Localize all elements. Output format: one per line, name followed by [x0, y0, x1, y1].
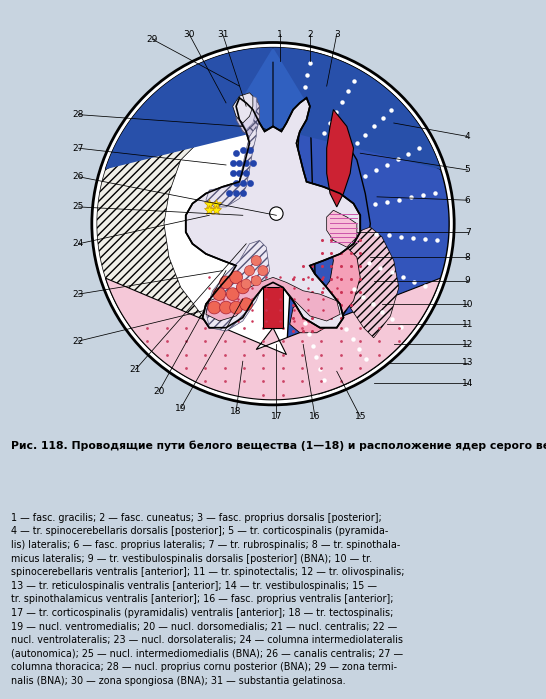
- Text: 16: 16: [309, 412, 321, 421]
- Circle shape: [208, 301, 221, 314]
- Text: 1: 1: [277, 29, 283, 38]
- Polygon shape: [206, 278, 340, 321]
- Text: Рис. 118. Проводящие пути белого вещества (1—18) и расположение ядер серого веще: Рис. 118. Проводящие пути белого веществ…: [11, 440, 546, 451]
- Circle shape: [227, 288, 239, 301]
- Circle shape: [230, 271, 242, 284]
- Text: 28: 28: [73, 110, 84, 119]
- Text: 24: 24: [73, 239, 84, 248]
- Circle shape: [213, 288, 225, 301]
- Text: 5: 5: [465, 166, 471, 175]
- Polygon shape: [186, 98, 360, 328]
- Text: 10: 10: [462, 300, 473, 309]
- Circle shape: [219, 276, 233, 289]
- Polygon shape: [105, 278, 441, 400]
- Text: 19: 19: [175, 404, 187, 412]
- Circle shape: [251, 275, 261, 286]
- Polygon shape: [206, 240, 270, 331]
- Polygon shape: [105, 48, 273, 169]
- Polygon shape: [327, 110, 353, 207]
- Text: 9: 9: [465, 276, 471, 285]
- Circle shape: [270, 207, 283, 220]
- Text: 23: 23: [73, 289, 84, 298]
- Text: 30: 30: [183, 29, 195, 38]
- Polygon shape: [233, 93, 253, 123]
- Polygon shape: [327, 210, 357, 247]
- Polygon shape: [206, 127, 256, 207]
- Polygon shape: [263, 287, 283, 328]
- Text: 13: 13: [462, 359, 473, 368]
- Polygon shape: [290, 237, 360, 333]
- Text: 11: 11: [462, 320, 473, 329]
- Text: 14: 14: [462, 379, 473, 387]
- Polygon shape: [97, 48, 258, 391]
- Text: 7: 7: [465, 228, 471, 236]
- Text: 18: 18: [230, 407, 242, 416]
- Circle shape: [230, 301, 242, 314]
- Text: 3: 3: [334, 29, 340, 38]
- Text: 1 — fasc. gracilis; 2 — fasc. cuneatus; 3 — fasc. proprius dorsalis [posterior];: 1 — fasc. gracilis; 2 — fasc. cuneatus; …: [11, 513, 405, 686]
- Circle shape: [92, 43, 454, 405]
- Text: 6: 6: [465, 196, 471, 205]
- Polygon shape: [236, 93, 256, 130]
- Text: 31: 31: [217, 29, 228, 38]
- Text: 21: 21: [130, 365, 141, 374]
- Text: 22: 22: [73, 337, 84, 345]
- Circle shape: [258, 266, 268, 275]
- Text: 17: 17: [271, 412, 282, 421]
- Text: 29: 29: [146, 35, 158, 43]
- Text: 4: 4: [465, 132, 471, 141]
- Polygon shape: [236, 98, 259, 136]
- Text: 15: 15: [354, 412, 366, 421]
- Text: 8: 8: [465, 253, 471, 261]
- Circle shape: [251, 256, 261, 266]
- Text: 20: 20: [153, 387, 164, 396]
- Circle shape: [240, 298, 253, 310]
- Text: 25: 25: [73, 203, 84, 211]
- Polygon shape: [105, 48, 441, 169]
- Polygon shape: [287, 50, 449, 394]
- Polygon shape: [273, 48, 441, 169]
- Circle shape: [241, 279, 251, 289]
- Text: 2: 2: [307, 29, 313, 38]
- Polygon shape: [343, 227, 399, 338]
- Circle shape: [219, 301, 233, 314]
- Text: 12: 12: [462, 340, 473, 349]
- Text: 27: 27: [73, 144, 84, 152]
- Circle shape: [245, 266, 254, 275]
- Circle shape: [236, 281, 249, 294]
- Text: 26: 26: [73, 172, 84, 181]
